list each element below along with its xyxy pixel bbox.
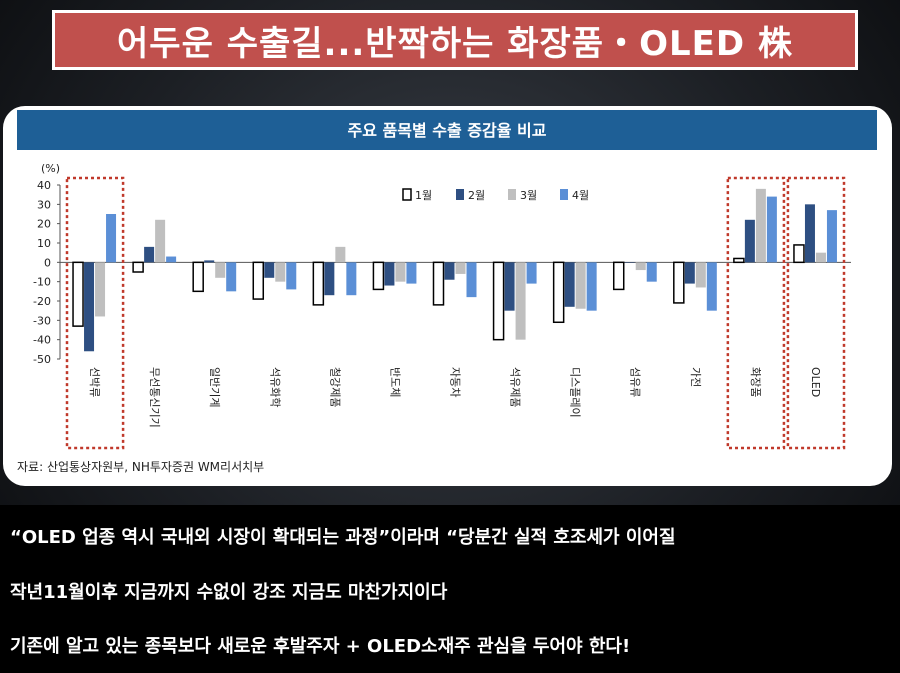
bar-디스플레이-2월	[564, 262, 575, 307]
category-label: 무선통신기기	[148, 367, 161, 428]
bar-선박류-3월	[95, 262, 106, 317]
bar-화장품-1월	[733, 257, 745, 264]
export-growth-chart: 주요 품목별 수출 증감율 비교 (%) 40 30 20 10 0 -10 -20 -30 -40…	[17, 110, 877, 450]
bar-가전-1월	[673, 261, 685, 304]
bar-무선통신기기-4월	[166, 256, 177, 263]
category-label: OLED	[809, 367, 822, 397]
bar-일반기계-1월	[192, 261, 204, 293]
y-tick-label: -50	[33, 353, 51, 366]
bar-자동차-3월	[455, 262, 466, 274]
headline-banner: 어두운 수출길...반짝하는 화장품・OLED 株	[52, 10, 858, 70]
commentary-line-3: 기존에 알고 있는 종목보다 새로운 후발주자 + OLED소재주 관심을 두어…	[10, 636, 631, 657]
commentary-line-2: 작년11월이후 지금까지 수없이 강조 지금도 마찬가지이다	[10, 582, 448, 603]
bar-석유제품-3월	[515, 262, 526, 340]
bar-석유제품-2월	[504, 262, 515, 311]
bar-선박류-4월	[106, 214, 117, 263]
bar-OLED-1월	[793, 244, 805, 264]
bar-일반기계-2월	[204, 260, 215, 263]
bar-화장품-4월	[766, 196, 777, 263]
y-tick-label: 0	[44, 256, 51, 269]
bar-석유제품-1월	[492, 261, 505, 341]
bar-섬유류-2월	[624, 262, 635, 263]
legend-label: 3월	[520, 189, 537, 202]
legend-swatch	[508, 189, 516, 200]
bar-자동차-4월	[466, 262, 477, 298]
commentary-block: “OLED 업종 역시 국내외 시장이 확대되는 과정”이라며 “당분간 실적 …	[0, 505, 900, 673]
bar-선박류-2월	[84, 262, 95, 352]
bar-디스플레이-3월	[575, 262, 586, 309]
category-label: 반도체	[388, 367, 401, 397]
bar-가전-2월	[684, 262, 695, 284]
chart-title: 주요 품목별 수출 증감율 비교	[348, 121, 547, 140]
category-label: 자동차	[449, 367, 462, 397]
bar-섬유류-4월	[646, 262, 657, 282]
highlight-box-OLED	[786, 176, 846, 450]
bar-무선통신기기-2월	[144, 246, 155, 263]
bar-선박류-1월	[72, 261, 84, 327]
bar-무선통신기기-3월	[155, 219, 166, 263]
category-label: 화장품	[749, 367, 762, 397]
bar-반도체-4월	[406, 262, 417, 284]
y-tick-label: -30	[33, 314, 51, 327]
bar-OLED-4월	[826, 210, 837, 263]
legend-swatch	[560, 189, 568, 200]
legend-swatch	[456, 189, 464, 200]
y-unit-label: (%)	[41, 162, 60, 175]
bar-반도체-2월	[384, 262, 395, 286]
bar-철강제품-1월	[312, 261, 325, 306]
highlight-box-화장품	[726, 176, 786, 450]
bar-가전-4월	[706, 262, 717, 311]
bar-반도체-1월	[372, 261, 385, 291]
legend-label: 1월	[415, 189, 432, 202]
bar-가전-3월	[695, 262, 706, 288]
bar-섬유류-3월	[635, 262, 646, 271]
category-label: 디스플레이	[569, 367, 582, 418]
highlight-box-선박류	[65, 176, 125, 450]
bar-철강제품-3월	[335, 246, 346, 263]
bar-자동차-2월	[444, 262, 455, 280]
category-label: 석유제품	[509, 367, 522, 407]
chart-header-bar	[17, 110, 877, 150]
legend-label: 2월	[468, 189, 485, 202]
bar-철강제품-2월	[324, 262, 335, 296]
y-tick-label: 40	[37, 179, 51, 192]
category-label: 일반기계	[208, 367, 222, 407]
y-tick-label: -10	[33, 276, 51, 289]
legend-swatch	[402, 188, 412, 201]
chart-source: 자료: 산업통상자원부, NH투자증권 WM리서치부	[17, 460, 265, 474]
bar-화장품-2월	[744, 219, 755, 263]
commentary-line-1: “OLED 업종 역시 국내외 시장이 확대되는 과정”이라며 “당분간 실적 …	[10, 527, 676, 548]
y-tick-label: -20	[33, 295, 51, 308]
category-label: 선박류	[88, 367, 101, 397]
bar-디스플레이-1월	[552, 261, 565, 324]
legend-label: 4월	[572, 189, 589, 202]
y-tick-label: 10	[37, 237, 51, 250]
bar-석유화학-4월	[286, 262, 297, 290]
category-label: 철강제품	[328, 367, 341, 407]
category-label: 섬유류	[629, 367, 642, 397]
headline-text: 어두운 수출길...반짝하는 화장품・OLED 株	[117, 23, 793, 64]
y-tick-label: 20	[37, 218, 51, 231]
category-label: 가전	[689, 367, 702, 387]
bar-반도체-3월	[395, 262, 406, 282]
bar-석유화학-2월	[264, 262, 275, 278]
y-tick-label: -40	[33, 334, 51, 347]
bar-석유화학-1월	[252, 261, 265, 300]
bar-화장품-3월	[755, 188, 766, 263]
chart-card: 주요 품목별 수출 증감율 비교 (%) 40 30 20 10 0 -10 -20 -30 -40…	[3, 106, 892, 486]
category-label: 석유화학	[268, 367, 281, 407]
bar-OLED-3월	[815, 252, 826, 263]
bar-무선통신기기-1월	[132, 261, 144, 273]
bar-디스플레이-4월	[586, 262, 597, 311]
bar-OLED-2월	[804, 204, 815, 263]
y-tick-label: 30	[37, 198, 51, 211]
bar-섬유류-1월	[612, 261, 625, 291]
bar-석유제품-4월	[526, 262, 537, 284]
bar-석유화학-3월	[275, 262, 286, 282]
bar-자동차-1월	[432, 261, 445, 306]
bar-철강제품-4월	[346, 262, 357, 296]
bar-일반기계-3월	[215, 262, 226, 278]
bar-일반기계-4월	[226, 262, 237, 292]
